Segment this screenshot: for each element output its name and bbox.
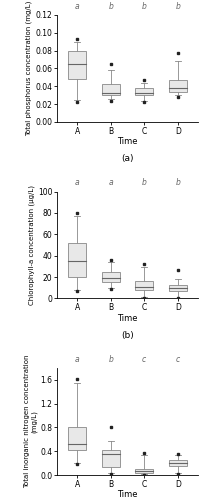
Text: b: b <box>175 178 180 187</box>
Text: b: b <box>108 354 113 364</box>
Bar <box>68 243 86 277</box>
Y-axis label: Total inorganic nitrogen concentration (mg/L): Total inorganic nitrogen concentration (… <box>24 355 37 488</box>
Text: b: b <box>142 2 147 11</box>
Text: b: b <box>175 2 180 11</box>
Y-axis label: Total phosphorus concentration (mg/L): Total phosphorus concentration (mg/L) <box>26 1 32 136</box>
Text: b: b <box>108 2 113 11</box>
Y-axis label: Chlorophyll-a concentration (μg/L): Chlorophyll-a concentration (μg/L) <box>29 185 35 305</box>
Text: a: a <box>75 354 80 364</box>
Text: (a): (a) <box>121 154 134 163</box>
Bar <box>169 460 187 466</box>
Bar <box>68 428 86 450</box>
Bar <box>102 450 120 468</box>
Bar <box>102 84 120 95</box>
Text: b: b <box>142 178 147 187</box>
Text: c: c <box>176 354 180 364</box>
Text: c: c <box>142 354 146 364</box>
Bar <box>102 272 120 282</box>
Text: a: a <box>75 2 80 11</box>
Bar <box>135 469 153 472</box>
Text: a: a <box>75 178 80 187</box>
Bar <box>169 284 187 291</box>
Text: (b): (b) <box>121 330 134 340</box>
Bar <box>68 50 86 79</box>
X-axis label: Time: Time <box>117 137 138 146</box>
Text: a: a <box>109 178 113 187</box>
X-axis label: Time: Time <box>117 314 138 322</box>
Bar <box>169 80 187 92</box>
Bar <box>135 282 153 290</box>
X-axis label: Time: Time <box>117 490 138 499</box>
Bar <box>135 88 153 95</box>
